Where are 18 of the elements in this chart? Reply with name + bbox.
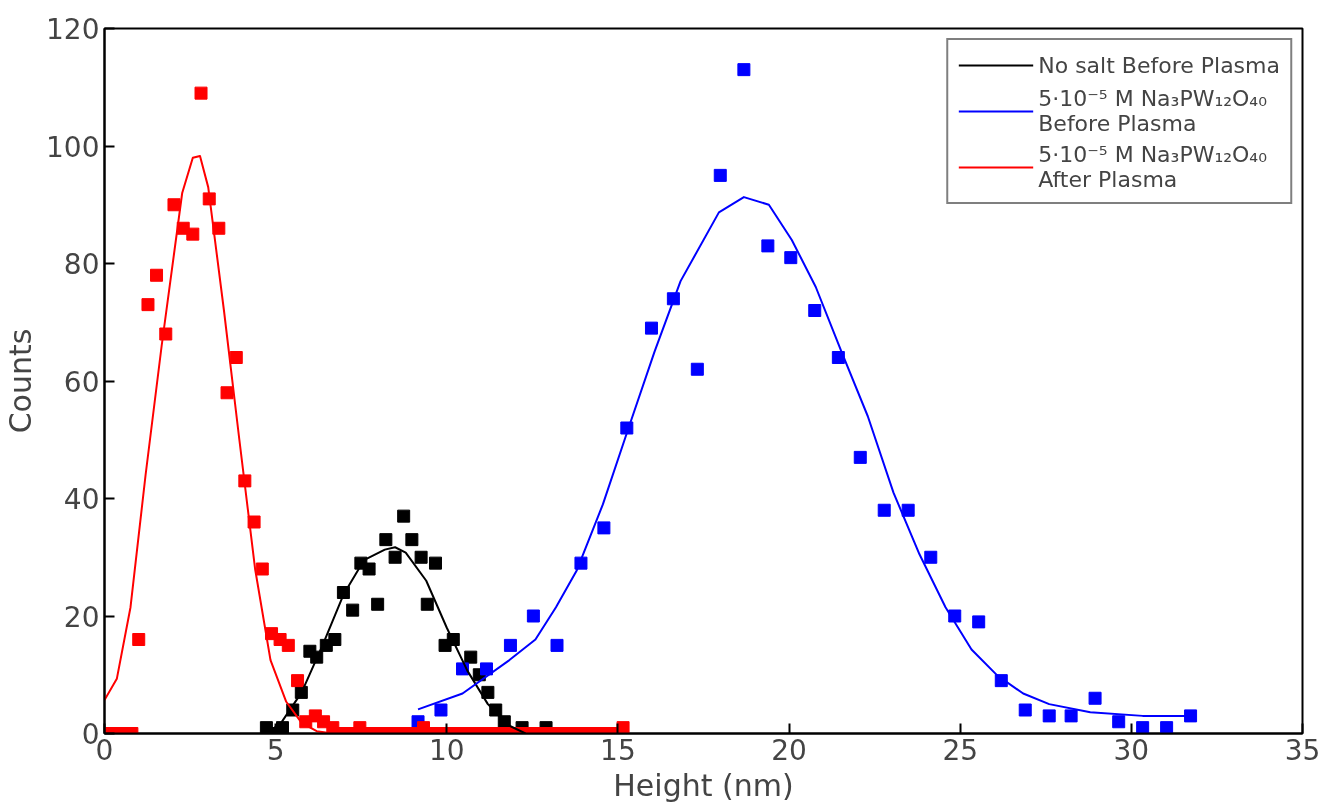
x-tick-label: 15 (600, 733, 636, 767)
y-tick-label: 100 (46, 130, 100, 164)
y-tick-label: 60 (63, 365, 100, 399)
legend-label: 5·10⁻⁵ M Na₃PW₁₂O₄₀ After Plasma (1038, 142, 1268, 192)
x-tick-label: 30 (1113, 733, 1150, 767)
x-tick-label: 5 (266, 733, 285, 767)
legend-label: 5·10⁻⁵ M Na₃PW₁₂O₄₀ Before Plasma (1038, 86, 1268, 136)
legend-label: No salt Before Plasma (1038, 51, 1280, 80)
y-tick-label: 120 (46, 13, 100, 46)
x-tick-label: 25 (942, 733, 979, 767)
x-axis-title: Height (nm) (613, 767, 794, 803)
y-axis-title: Counts (3, 328, 39, 434)
x-tick-label: 10 (428, 733, 465, 767)
x-tick-label: 20 (771, 733, 807, 767)
y-tick-label: 20 (63, 600, 100, 634)
x-tick-label: 35 (1284, 733, 1321, 767)
y-tick-label: 80 (63, 248, 100, 281)
y-tick-label: 40 (63, 483, 100, 516)
